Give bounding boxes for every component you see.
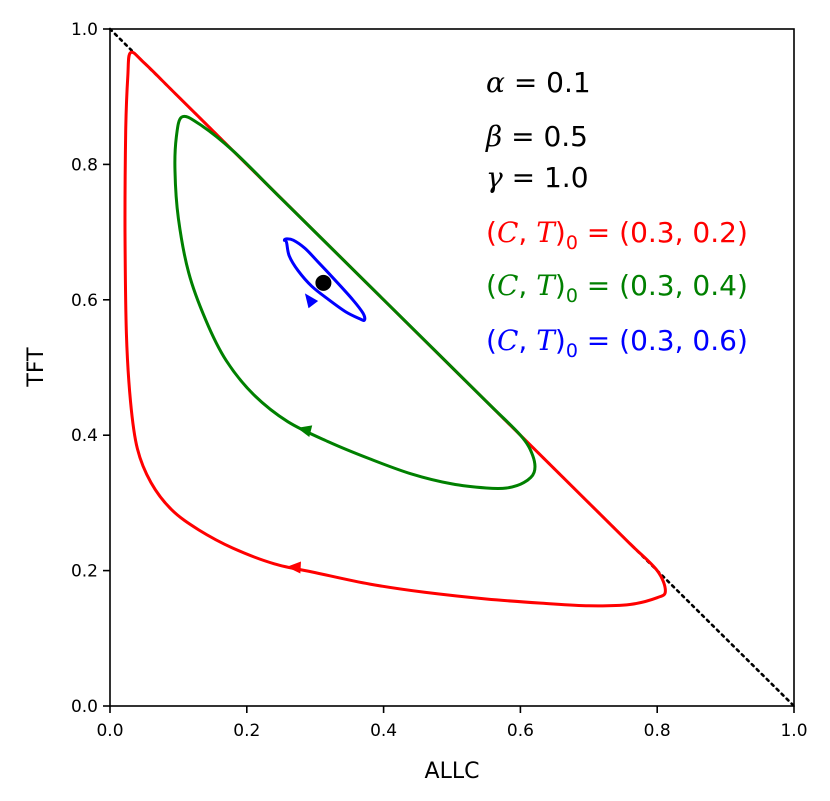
param-beta: β = 0.5 bbox=[485, 120, 588, 153]
direction-arrow-green bbox=[297, 425, 313, 438]
trajectory-curves bbox=[108, 27, 796, 708]
direction-arrow-blue bbox=[304, 293, 319, 309]
y-tick-label: 0.8 bbox=[71, 155, 98, 175]
y-axis-ticks: 0.0 0.2 0.4 0.6 0.8 1.0 bbox=[71, 20, 110, 717]
param-gamma: γ = 1.0 bbox=[486, 161, 589, 194]
y-tick-label: 0.2 bbox=[71, 562, 98, 582]
y-tick-label: 1.0 bbox=[71, 20, 98, 40]
fixed-point-marker bbox=[315, 274, 332, 291]
y-tick-label: 0.0 bbox=[71, 697, 98, 717]
y-tick-label: 0.6 bbox=[71, 291, 98, 311]
param-alpha: α = 0.1 bbox=[486, 66, 591, 99]
x-tick-label: 0.2 bbox=[233, 721, 260, 741]
markers bbox=[286, 274, 332, 574]
x-tick-label: 0.6 bbox=[507, 721, 534, 741]
x-tick-label: 0.8 bbox=[644, 721, 671, 741]
legend-initial-condition-blue: (C, T)0 = (0.3, 0.6) bbox=[486, 324, 748, 362]
y-tick-label: 0.4 bbox=[71, 426, 98, 446]
x-tick-label: 0.4 bbox=[370, 721, 397, 741]
legend-initial-condition-red: (C, T)0 = (0.3, 0.2) bbox=[486, 216, 748, 254]
trajectory-green bbox=[173, 114, 537, 491]
x-axis-label: ALLC bbox=[425, 759, 480, 784]
direction-arrow-red bbox=[286, 561, 301, 574]
legend-initial-condition-green: (C, T)0 = (0.3, 0.4) bbox=[486, 269, 748, 307]
y-axis-label: TFT bbox=[24, 347, 49, 388]
x-tick-label: 0.0 bbox=[96, 721, 123, 741]
x-tick-label: 1.0 bbox=[780, 721, 807, 741]
parameter-annotations: α = 0.1 β = 0.5 γ = 1.0 (C, T)0 = (0.3, … bbox=[485, 66, 748, 362]
plot-frame bbox=[109, 28, 795, 707]
x-axis-ticks: 0.0 0.2 0.4 0.6 0.8 1.0 bbox=[96, 706, 808, 741]
trajectory-blue bbox=[282, 237, 367, 322]
